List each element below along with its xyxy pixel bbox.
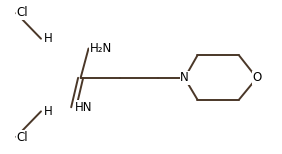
- Text: Cl: Cl: [16, 6, 28, 19]
- Text: H: H: [44, 105, 52, 118]
- Text: Cl: Cl: [16, 131, 28, 144]
- Text: H: H: [44, 32, 52, 45]
- Text: N: N: [180, 71, 189, 85]
- Text: O: O: [252, 71, 261, 85]
- Text: HN: HN: [75, 101, 92, 114]
- Text: H₂N: H₂N: [90, 42, 112, 55]
